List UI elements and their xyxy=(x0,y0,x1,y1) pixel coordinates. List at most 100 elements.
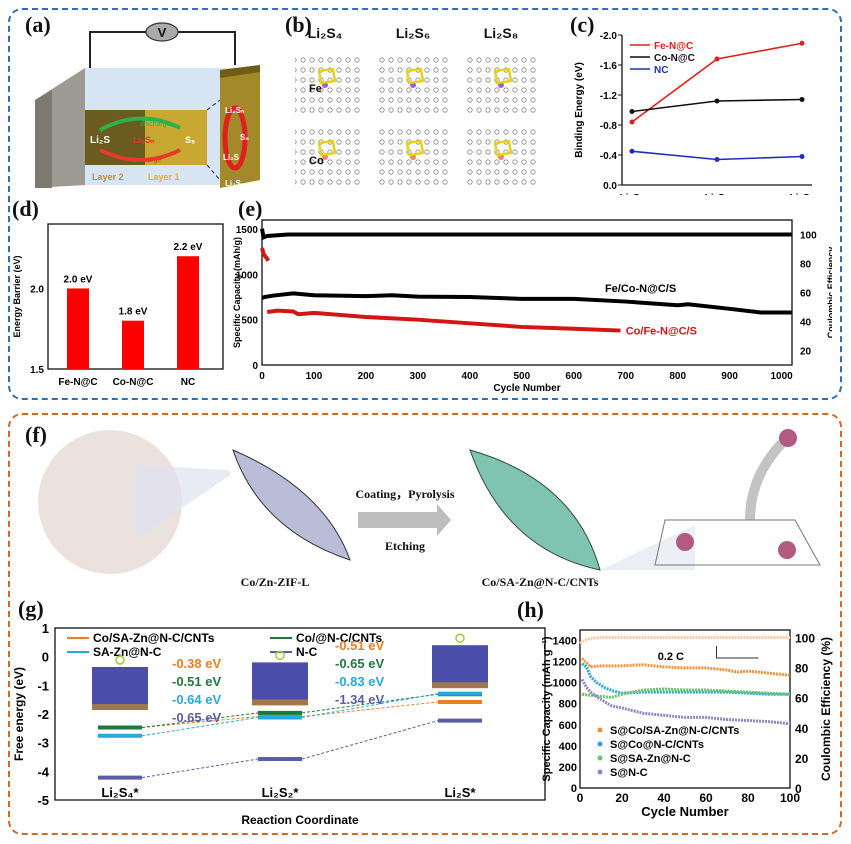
transition-line xyxy=(301,693,439,718)
y-tick-label: 1200 xyxy=(553,657,577,669)
series-3 xyxy=(260,247,270,262)
series-0 xyxy=(581,657,791,677)
svg-text:S₈: S₈ xyxy=(240,133,249,142)
series-2 xyxy=(260,228,792,241)
y2-tick-label: 80 xyxy=(795,662,809,676)
y-tick-label: -1.2 xyxy=(600,91,618,102)
y-tick-label: -2 xyxy=(37,707,49,722)
bar-2 xyxy=(177,256,199,369)
y-tick-label: 1000 xyxy=(236,270,259,281)
svg-text:charge: charge xyxy=(140,157,162,164)
y-tick-label: -0.8 xyxy=(600,121,618,132)
plot-area xyxy=(54,627,546,801)
x-tick-label: 300 xyxy=(410,371,427,382)
legend-label: N-C xyxy=(296,645,318,659)
y2-tick-label: 20 xyxy=(795,752,809,766)
x-tick-label: 800 xyxy=(669,371,686,382)
legend-label: SA-Zn@N-C xyxy=(93,645,162,659)
y-tick-label: 0 xyxy=(42,650,49,665)
graphene-structure xyxy=(467,129,536,185)
y2-axis-label: Coulombic Efficiency (%) xyxy=(819,637,833,781)
x-axis-label: Reaction Coordinate xyxy=(241,813,359,827)
y-tick-label: -1.6 xyxy=(600,61,618,72)
series-2 xyxy=(581,687,791,699)
panel-c-label: (c) xyxy=(570,12,595,37)
x-axis-label: Cycle Number xyxy=(641,804,728,819)
metal-label-fe: Fe xyxy=(309,83,322,95)
metal-label-co: Co xyxy=(309,155,324,167)
legend-label: S@Co@N-C/CNTs xyxy=(610,739,704,751)
transition-line xyxy=(141,716,259,737)
x-tick-label: Co-N@C xyxy=(113,377,154,388)
legend-label: NC xyxy=(654,65,668,76)
y2-tick-label: 100 xyxy=(795,632,815,646)
transition-line xyxy=(301,701,439,718)
x-tick-label: NC xyxy=(181,377,195,388)
data-point xyxy=(799,97,805,102)
data-point xyxy=(799,40,805,46)
voltmeter-label: V xyxy=(158,25,167,40)
legend-label: Co-N@C xyxy=(654,53,695,64)
y-tick-label: -3 xyxy=(37,736,49,751)
y-tick-label: -2.0 xyxy=(600,31,618,42)
y2-tick-label: 100 xyxy=(800,231,817,242)
data-label: 2.0 eV xyxy=(64,274,93,285)
x-tick-label: 60 xyxy=(699,791,713,805)
y-tick-label: 1.5 xyxy=(30,365,44,376)
graphene-structure xyxy=(379,57,448,113)
molecular-structures: Li₂S₄ Li₂S₆ Li₂S₈ Fe Co xyxy=(295,25,536,185)
voltmeter-icon xyxy=(145,22,179,42)
synthesis-schematic: Co/Zn-ZIF-L Coating，Pyrolysis Etching Co… xyxy=(38,429,821,589)
svg-text:Layer 2: Layer 2 xyxy=(92,172,124,182)
y-tick-label: -0.4 xyxy=(600,151,618,162)
legend-marker xyxy=(597,741,603,747)
legend-label: S@SA-Zn@N-C xyxy=(610,753,691,765)
legend-label: Fe-N@C xyxy=(654,41,693,52)
x-tick-label: 20 xyxy=(615,791,629,805)
adsorption-model xyxy=(252,650,308,706)
series-label-co-fe: Co/Fe-N@C/S xyxy=(626,326,697,338)
y2-tick-label: 80 xyxy=(800,260,812,271)
svg-text:S₈: S₈ xyxy=(185,135,195,145)
y-tick-label: -1 xyxy=(37,678,49,693)
co-nanoparticle xyxy=(779,429,797,447)
y2-tick-label: 0 xyxy=(795,782,802,796)
y-axis-label: Binding Energy (eV) xyxy=(574,62,585,158)
annotation-step2: -0.83 eV xyxy=(335,674,384,689)
y2-axis-label: Coulombic Efficiency xyxy=(826,247,832,339)
y-tick-label: 0 xyxy=(571,783,577,795)
y-axis-label: Specific Capacity (mAh g⁻¹) xyxy=(541,636,553,782)
column-header-0: Li₂S₄ xyxy=(308,25,343,41)
product-leaf xyxy=(469,449,601,571)
y2-tick-label: 60 xyxy=(800,289,812,300)
y-tick-label: -4 xyxy=(37,764,49,779)
process-label-bottom: Etching xyxy=(385,539,425,553)
panel-f-label: (f) xyxy=(25,422,47,447)
precursor-label: Co/Zn-ZIF-L xyxy=(241,575,310,589)
panel-g-label: (g) xyxy=(18,596,44,621)
series-3 xyxy=(580,678,791,726)
x-tick-label: 100 xyxy=(306,371,323,382)
data-label: 1.8 eV xyxy=(119,307,148,318)
x-tick-label: 600 xyxy=(565,371,582,382)
adsorption-model xyxy=(92,655,148,710)
panel-d-label: (d) xyxy=(12,196,39,221)
x-tick-label: 80 xyxy=(741,791,755,805)
cycling-chart-h: 0 20 40 60 80 1000200400600800100012001400020… xyxy=(541,629,833,819)
svg-text:Li₂Sₙ: Li₂Sₙ xyxy=(133,135,155,145)
y-tick-label: 200 xyxy=(559,762,577,774)
process-arrow xyxy=(358,504,451,536)
cathode-plate xyxy=(220,65,260,188)
adsorption-model xyxy=(432,633,488,689)
y-tick-label: 500 xyxy=(241,316,258,327)
graphene-structure xyxy=(295,129,360,185)
panel-b-label: (b) xyxy=(285,12,312,37)
bottom-panel-frame xyxy=(8,413,842,835)
annotation-step1: -0.64 eV xyxy=(172,692,221,707)
data-point xyxy=(629,148,635,154)
y-tick-label: 600 xyxy=(559,720,577,732)
polysulfide-molecule xyxy=(405,67,425,85)
x-tick-label: 1000 xyxy=(770,371,793,382)
annotation-step1: -0.51 eV xyxy=(172,674,221,689)
plot-area xyxy=(261,219,793,366)
